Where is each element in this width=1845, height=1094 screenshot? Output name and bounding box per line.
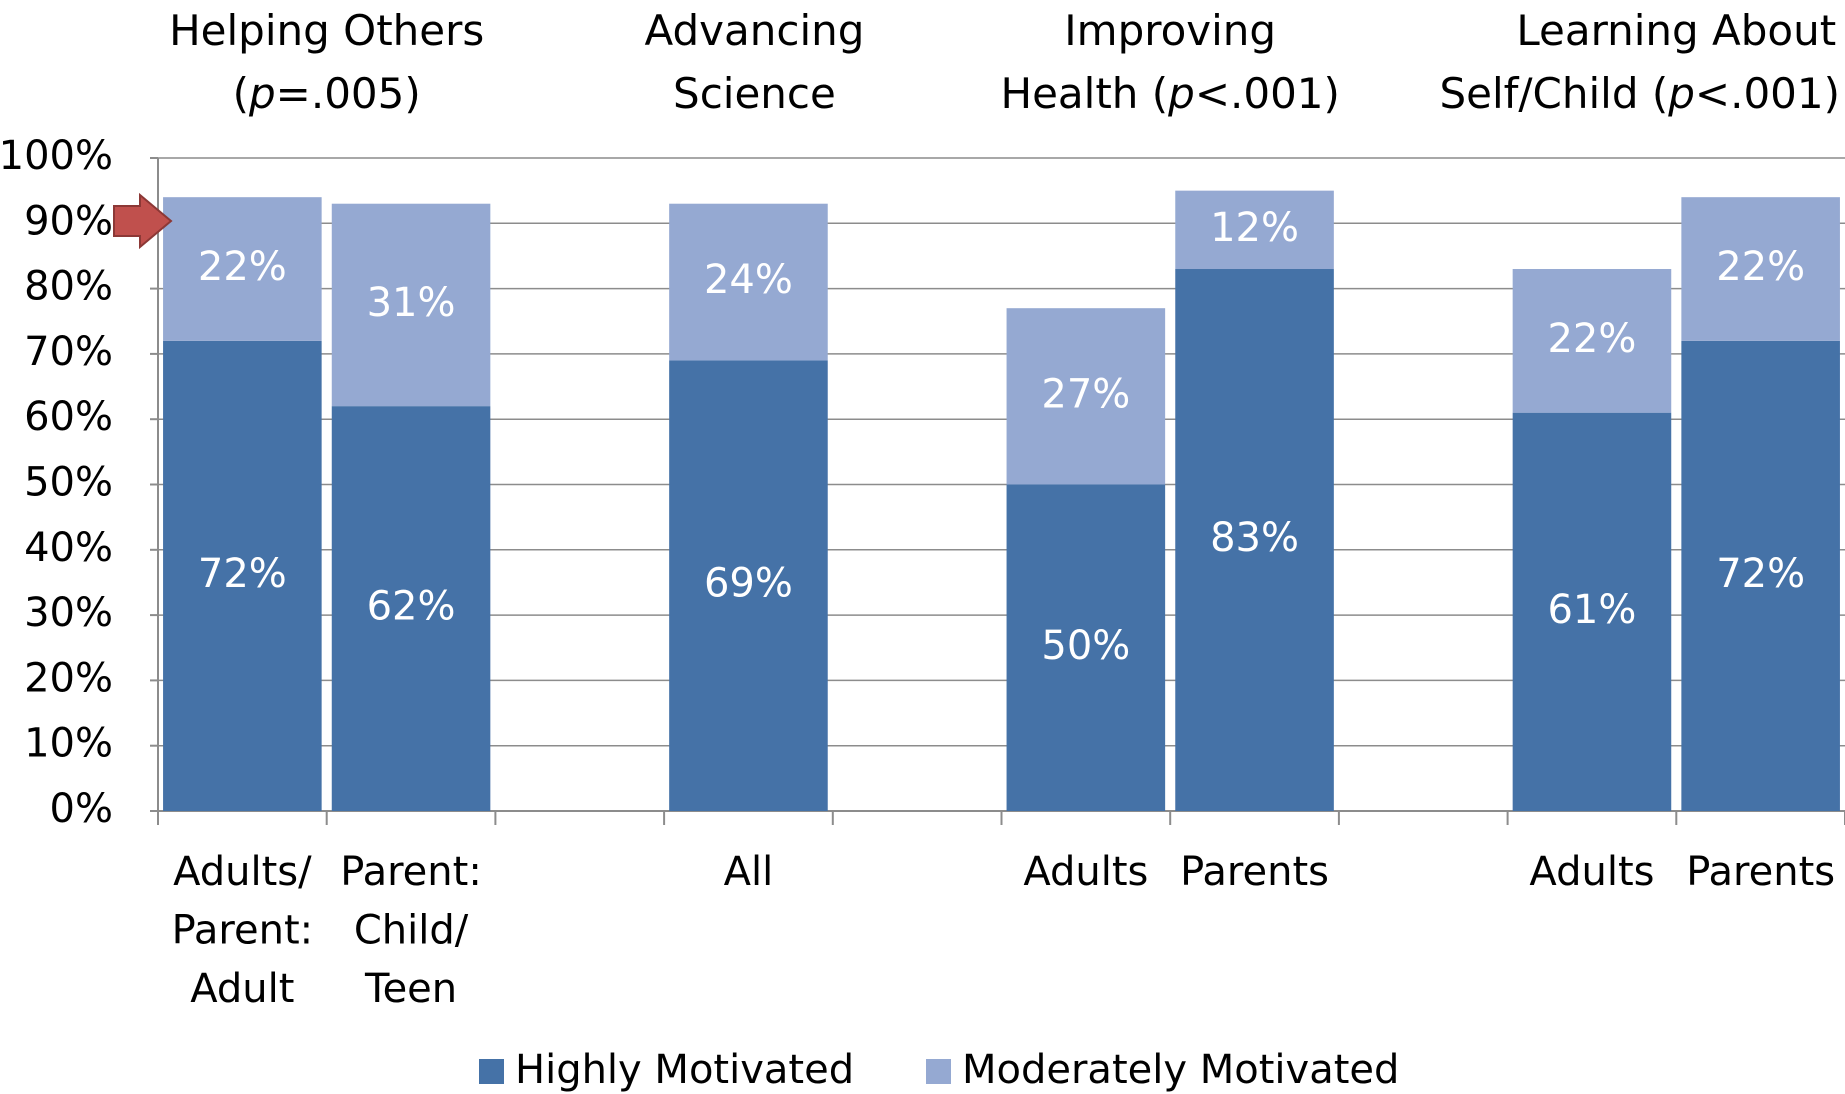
y-tick-label: 30% [24, 590, 113, 636]
bar-segment [163, 340, 322, 811]
x-tick-label: Adults [1023, 849, 1148, 895]
x-tick-label: Adults [1529, 849, 1654, 895]
bar-segment [1512, 412, 1672, 811]
data-label: 24% [704, 257, 793, 303]
group-title: Self/Child (p<.001) [1439, 69, 1840, 118]
bar-segment [1006, 484, 1166, 811]
data-label: 69% [704, 561, 793, 607]
y-tick-label: 10% [24, 721, 113, 767]
legend-label: Highly Motivated [515, 1047, 854, 1093]
group-title: Learning About [1516, 6, 1836, 55]
bar-segment [669, 203, 828, 361]
group-title-run: Advancing [644, 6, 864, 55]
data-label: 31% [367, 280, 456, 326]
bar-segment [331, 203, 491, 407]
data-label: 83% [1210, 515, 1299, 561]
group-title: Improving [1064, 6, 1276, 55]
y-tick-label: 40% [24, 525, 113, 571]
group-title-run: ( [233, 69, 249, 118]
bar-segment [1681, 340, 1840, 811]
group-title-run: <.001) [1695, 69, 1840, 118]
y-tick-label: 90% [24, 198, 113, 244]
data-label: 27% [1041, 371, 1130, 417]
group-title-run: <.001) [1195, 69, 1340, 118]
arrow [113, 192, 173, 250]
y-tick-label: 80% [24, 264, 113, 310]
x-tick-label: Adults/ [173, 849, 312, 895]
bar-segment [669, 360, 828, 811]
group-title-run: p [1667, 69, 1695, 118]
group-title: Science [673, 69, 836, 118]
group-title-run: Self/Child ( [1439, 69, 1668, 118]
x-tick-label: Child/ [354, 908, 469, 954]
data-label: 50% [1041, 623, 1130, 669]
y-tick-label: 50% [24, 460, 113, 506]
bar-segment [1512, 269, 1672, 413]
group-title-run: p [248, 69, 276, 118]
data-label: 72% [1716, 551, 1805, 597]
bar-segment [1175, 190, 1334, 270]
legend-swatch [479, 1059, 504, 1084]
x-tick-label: Parent: [340, 849, 482, 895]
bar-segment [1681, 197, 1840, 341]
legend-swatch [926, 1059, 951, 1084]
x-tick-label: Teen [364, 966, 457, 1012]
group-title-run: Helping Others [169, 6, 484, 55]
group-title-run: =.005) [276, 69, 421, 118]
data-label: 22% [1547, 316, 1636, 362]
bar-segment [331, 406, 491, 811]
group-title: (p=.005) [233, 69, 421, 118]
group-title-run: Improving [1064, 6, 1276, 55]
group-title-run: Science [673, 69, 836, 118]
y-tick-label: 60% [24, 394, 113, 440]
data-label: 62% [367, 584, 456, 630]
y-tick-label: 20% [24, 655, 113, 701]
group-title-run: Health ( [1000, 69, 1168, 118]
group-title: Health (p<.001) [1000, 69, 1339, 118]
group-title: Advancing [644, 6, 864, 55]
bars [163, 190, 1840, 811]
bar-segment [163, 197, 322, 341]
data-label: 61% [1547, 587, 1636, 633]
data-label: 12% [1210, 205, 1299, 251]
group-title-run: p [1167, 69, 1195, 118]
x-tick-label: Parents [1686, 849, 1835, 895]
x-tick-label: Parents [1180, 849, 1329, 895]
group-title: Helping Others [169, 6, 484, 55]
x-tick-label: All [724, 849, 774, 895]
labels: 0% 10% 20% 30% 40% 50% 60% 70% 80% 90% 100% Adults/… [0, 6, 1840, 1094]
data-label: 72% [198, 551, 287, 597]
legend-label: Moderately Motivated [962, 1047, 1399, 1093]
x-tick-label: Adult [190, 966, 294, 1012]
bar-segment [1175, 269, 1334, 811]
y-tick-label: 100% [0, 133, 113, 179]
x-tick-label: Parent: [172, 908, 314, 954]
y-tick-label: 0% [50, 786, 113, 832]
group-title-run: Learning About [1516, 6, 1836, 55]
data-label: 22% [1716, 244, 1805, 290]
data-label: 22% [198, 244, 287, 290]
bar-segment [1006, 308, 1166, 485]
y-tick-label: 70% [24, 329, 113, 375]
